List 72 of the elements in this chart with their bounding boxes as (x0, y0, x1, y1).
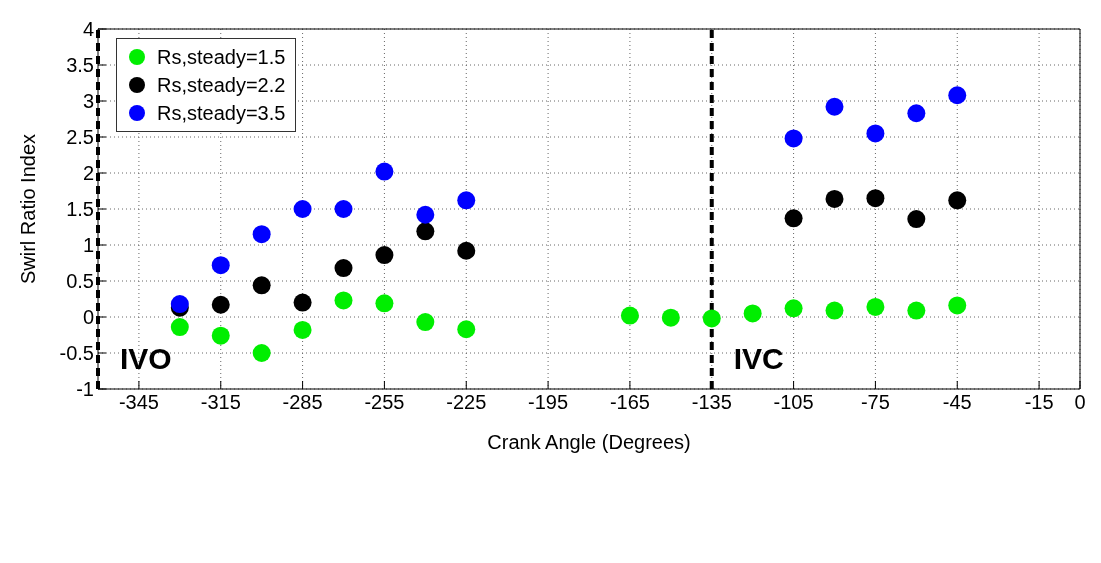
x-tick-label: -345 (118, 391, 159, 414)
x-tick-label: -105 (773, 391, 814, 414)
y-tick-label: -1 (76, 378, 94, 401)
point (375, 162, 394, 181)
point (252, 276, 271, 295)
point (907, 104, 926, 123)
point (825, 189, 844, 208)
point (702, 309, 721, 328)
x-tick-label: -165 (609, 391, 650, 414)
ref-line-label: IVC (733, 342, 784, 375)
point (457, 191, 476, 210)
point (252, 344, 271, 362)
ref-line-label: IVO (120, 342, 172, 375)
point (825, 97, 844, 116)
point (784, 129, 803, 148)
point (948, 296, 967, 315)
point (416, 222, 435, 241)
x-tick-label: -45 (942, 391, 972, 414)
y-tick-label: -0.5 (59, 342, 94, 365)
point (784, 299, 803, 318)
point (416, 205, 435, 224)
point (457, 241, 476, 260)
point (293, 200, 312, 218)
x-tick-label: -315 (200, 391, 241, 414)
point (211, 326, 230, 345)
point (334, 259, 353, 278)
x-tick-label: -255 (364, 391, 405, 414)
point (948, 86, 967, 105)
point (252, 225, 271, 244)
y-tick-label: 2 (82, 162, 94, 185)
y-tick-label: 4 (82, 18, 94, 41)
y-tick-label: 3 (82, 90, 94, 113)
point (907, 301, 926, 320)
y-tick-label: 1.5 (66, 198, 94, 221)
point (375, 246, 394, 265)
point (743, 304, 762, 323)
point (866, 124, 885, 143)
x-tick-label: -15 (1024, 391, 1054, 414)
y-tick-label: 2.5 (66, 126, 94, 149)
point (948, 191, 967, 210)
y-tick-label: 0.5 (66, 270, 94, 293)
y-tick-label: 3.5 (66, 54, 94, 77)
point (866, 189, 885, 208)
x-tick-label: -195 (528, 391, 569, 414)
legend-label: Rs,steady=3.5 (157, 101, 286, 126)
point (825, 301, 844, 320)
point (375, 294, 394, 313)
legend-label: Rs,steady=2.2 (157, 73, 286, 98)
legend-label: Rs,steady=1.5 (157, 45, 286, 70)
point (661, 308, 680, 327)
point (211, 295, 230, 314)
point (457, 320, 476, 339)
point (620, 306, 639, 325)
point (293, 293, 312, 312)
point (866, 297, 885, 316)
x-tick-label: -285 (282, 391, 323, 414)
point (334, 200, 353, 218)
point (211, 256, 230, 275)
x-tick-label: -225 (446, 391, 487, 414)
point (170, 318, 189, 337)
point (416, 313, 435, 332)
x-tick-label: -135 (691, 391, 732, 414)
y-axis-title: Swirl Ratio Index (17, 133, 40, 285)
x-axis-title: Crank Angle (Degrees) (487, 431, 691, 453)
x-tick-label: 0 (1074, 391, 1086, 414)
y-tick-label: 0 (82, 306, 94, 329)
point (784, 209, 803, 228)
point (293, 320, 312, 339)
point (334, 291, 353, 310)
y-tick-label: 1 (82, 234, 94, 257)
x-tick-label: -75 (860, 391, 890, 414)
point (907, 210, 926, 229)
